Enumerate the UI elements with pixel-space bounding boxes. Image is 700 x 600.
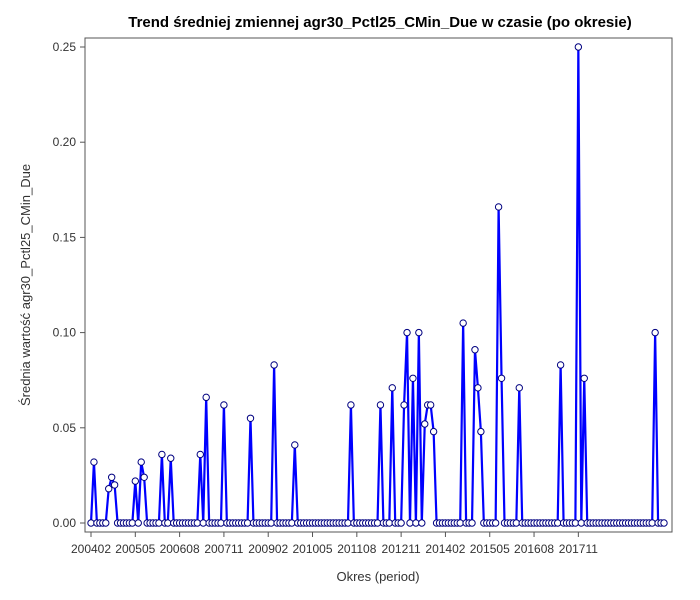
data-point — [105, 485, 113, 493]
x-tick-label: 200902 — [248, 542, 288, 556]
y-tick-label: 0.15 — [53, 230, 77, 244]
data-point — [651, 328, 659, 337]
y-tick-label: 0.05 — [53, 421, 77, 435]
data-point — [140, 473, 148, 481]
data-point — [107, 473, 116, 481]
chart-title: Trend średniej zmiennej agr30_Pctl25_CMi… — [128, 14, 632, 31]
data-point — [270, 361, 278, 369]
data-point — [196, 450, 204, 459]
data-point — [556, 361, 565, 369]
data-point — [376, 401, 385, 409]
data-point — [134, 519, 142, 527]
data-point — [415, 328, 423, 337]
data-point — [403, 328, 411, 337]
data-point — [429, 427, 438, 436]
data-point — [580, 374, 588, 382]
plot-frame — [84, 37, 673, 533]
x-tick-label: 201608 — [514, 542, 554, 556]
data-point — [515, 384, 523, 392]
y-tick-label: 0.25 — [53, 40, 77, 54]
data-point — [137, 458, 145, 466]
x-tick-label: 200711 — [204, 542, 243, 556]
data-point — [491, 519, 500, 527]
data-point — [468, 519, 476, 527]
x-tick-label: 200505 — [115, 542, 155, 556]
data-point — [110, 481, 119, 489]
data-point — [220, 401, 228, 409]
data-point — [471, 346, 479, 354]
data-point — [574, 43, 583, 51]
y-tick-label: 0.20 — [53, 135, 77, 149]
data-point — [102, 519, 110, 527]
x-tick-label: 201711 — [559, 542, 598, 556]
x-axis: 200402 200505 200608 200711 200902 201005 2011… — [71, 532, 598, 556]
data-point — [497, 374, 506, 382]
data-point — [418, 519, 426, 527]
data-point — [167, 454, 175, 462]
data-point — [131, 477, 140, 485]
x-tick-label: 200608 — [160, 542, 200, 556]
data-point — [426, 401, 435, 409]
data-point — [90, 458, 98, 466]
series-group — [87, 43, 668, 527]
data-point — [158, 450, 166, 459]
data-point — [291, 441, 299, 449]
x-tick-label: 201402 — [425, 542, 465, 556]
data-point — [459, 319, 467, 327]
series-line — [89, 45, 664, 525]
data-point — [202, 393, 210, 402]
data-point — [246, 414, 255, 422]
data-point — [400, 401, 408, 409]
y-axis-label: Średnia wartość agr30_Pctl25_CMin_Due — [18, 164, 33, 406]
y-axis: 0.00 0.05 0.10 0.15 0.20 0.25 — [53, 40, 85, 530]
data-point — [660, 519, 668, 527]
y-tick-label: 0.10 — [53, 326, 77, 340]
x-tick-label: 201505 — [470, 542, 510, 556]
data-point — [494, 203, 503, 211]
x-tick-label: 201211 — [382, 542, 421, 556]
data-point — [477, 427, 485, 436]
data-point — [388, 384, 396, 392]
x-tick-label: 201005 — [292, 542, 332, 556]
x-tick-label: 200402 — [71, 542, 111, 556]
data-point — [347, 401, 355, 409]
data-point — [397, 519, 405, 527]
data-point — [409, 374, 417, 382]
data-point — [474, 384, 482, 392]
data-point — [421, 420, 429, 428]
x-axis-label: Okres (period) — [336, 569, 419, 584]
y-tick-label: 0.00 — [53, 516, 77, 530]
x-tick-label: 201108 — [337, 542, 376, 556]
